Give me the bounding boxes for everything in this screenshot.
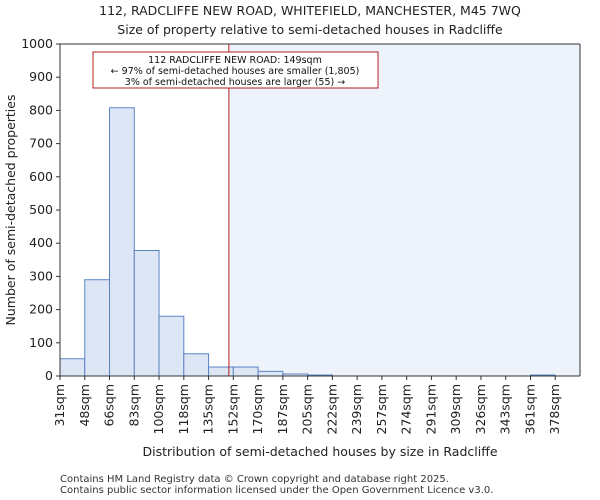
histogram-bar-135sqm: [208, 366, 234, 377]
x-tick-label-83sqm: 83sqm: [126, 384, 141, 427]
footer-line-2: Contains public sector information licen…: [60, 485, 493, 496]
annotation-box: [92, 51, 379, 89]
x-tick-label-100sqm: 100sqm: [151, 384, 166, 434]
x-tick-label-31sqm: 31sqm: [52, 384, 67, 427]
y-tick-label-700: 700: [29, 136, 53, 151]
x-tick-label-222sqm: 222sqm: [324, 384, 339, 434]
y-tick-label-500: 500: [29, 202, 53, 217]
histogram-bar-118sqm: [183, 353, 210, 377]
x-tick-label-205sqm: 205sqm: [300, 384, 315, 434]
x-tick-label-135sqm: 135sqm: [201, 384, 216, 434]
histogram-bar-83sqm: [133, 250, 160, 377]
y-tick-label-1000: 1000: [21, 36, 53, 51]
y-tick-label-0: 0: [45, 368, 53, 383]
larger-region-shading: [228, 44, 580, 376]
x-tick-label-66sqm: 66sqm: [102, 384, 117, 427]
histogram-bar-66sqm: [109, 107, 135, 377]
x-tick-label-378sqm: 378sqm: [547, 384, 562, 434]
y-tick-label-400: 400: [29, 235, 53, 250]
chart-title-line-2: Size of property relative to semi-detach…: [117, 22, 503, 37]
y-tick-label-200: 200: [29, 302, 53, 317]
x-tick-label-274sqm: 274sqm: [399, 384, 414, 434]
x-tick-label-343sqm: 343sqm: [498, 384, 513, 434]
annotation-line-2: ← 97% of semi-detached houses are smalle…: [111, 66, 360, 77]
histogram-bar-170sqm: [257, 370, 284, 377]
chart-title-line-1: 112, RADCLIFFE NEW ROAD, WHITEFIELD, MAN…: [99, 3, 521, 18]
y-tick-label-300: 300: [29, 268, 53, 283]
x-tick-label-48sqm: 48sqm: [77, 384, 92, 427]
footer-line-1: Contains HM Land Registry data © Crown c…: [60, 474, 449, 485]
histogram-bar-48sqm: [84, 279, 111, 377]
y-tick-label-800: 800: [29, 102, 53, 117]
x-tick-label-326sqm: 326sqm: [473, 384, 488, 434]
plot-area: 0 100 200 300 400 500 600 700 800 900 1000 31sqm 48s…: [21, 36, 581, 434]
y-tick-label-100: 100: [29, 335, 53, 350]
histogram-bar-152sqm: [232, 366, 259, 377]
x-tick-label-118sqm: 118sqm: [176, 384, 191, 434]
x-tick-label-239sqm: 239sqm: [349, 384, 364, 434]
annotation-line-3: 3% of semi-detached houses are larger (5…: [125, 77, 345, 88]
x-tick-label-152sqm: 152sqm: [225, 384, 240, 434]
y-tick-label-900: 900: [29, 69, 53, 84]
x-tick-label-170sqm: 170sqm: [250, 384, 265, 434]
x-axis-label: Distribution of semi-detached houses by …: [142, 444, 497, 459]
x-tick-label-291sqm: 291sqm: [423, 384, 438, 434]
marker-annotation: 112 RADCLIFFE NEW ROAD: 149sqm ← 97% of …: [92, 51, 379, 89]
x-tick-label-257sqm: 257sqm: [374, 384, 389, 434]
y-tick-label-600: 600: [29, 169, 53, 184]
annotation-line-1: 112 RADCLIFFE NEW ROAD: 149sqm: [148, 55, 322, 66]
x-tick-label-361sqm: 361sqm: [522, 384, 537, 434]
histogram-bar-100sqm: [158, 315, 185, 377]
y-axis-label: Number of semi-detached properties: [3, 95, 18, 326]
histogram-bar-31sqm: [59, 358, 86, 377]
x-tick-label-309sqm: 309sqm: [448, 384, 463, 434]
x-tick-label-187sqm: 187sqm: [275, 384, 290, 434]
